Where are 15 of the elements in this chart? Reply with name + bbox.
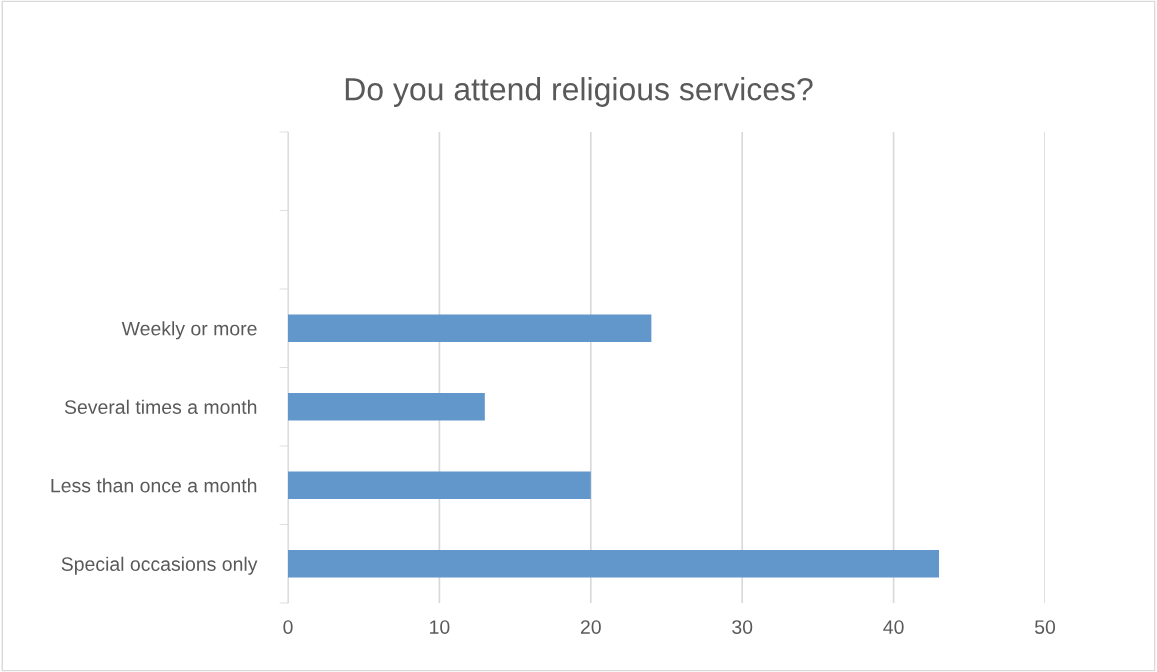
x-tick-label: 10 xyxy=(430,620,450,634)
x-tick-label: 50 xyxy=(1034,620,1056,634)
x-tick-label: 40 xyxy=(883,620,904,634)
x-tick-label: 20 xyxy=(580,620,601,634)
x-tick-label: 30 xyxy=(732,620,753,634)
y-tick-label: Less than once a month xyxy=(51,478,257,493)
y-tick-label: Special occasions only xyxy=(61,556,258,575)
bar xyxy=(288,550,940,578)
x-tick-label: 0 xyxy=(283,620,293,634)
bar xyxy=(288,393,485,421)
chart-title: Do you attend religious services? xyxy=(345,77,813,107)
y-tick-label: Weekly or more xyxy=(121,321,257,340)
y-tick-label: Several times a month xyxy=(64,399,257,414)
bar xyxy=(288,314,652,342)
bar xyxy=(288,471,591,499)
